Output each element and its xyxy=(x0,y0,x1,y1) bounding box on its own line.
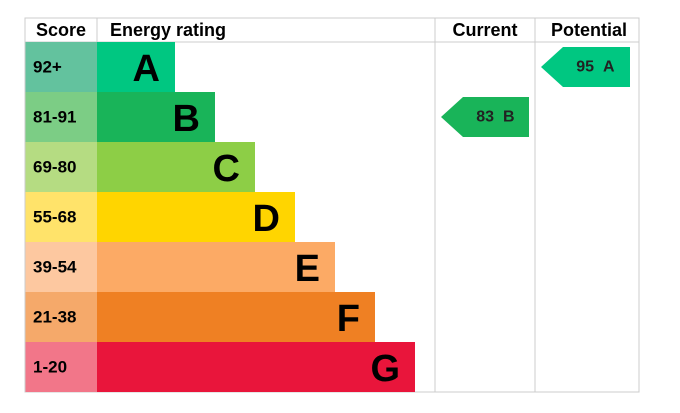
score-cell xyxy=(25,92,97,142)
rating-bar xyxy=(97,142,255,192)
score-cell xyxy=(25,42,97,92)
score-label: 69-80 xyxy=(33,158,76,177)
rating-letter: B xyxy=(173,98,200,140)
rating-bar xyxy=(97,92,215,142)
rating-letter: C xyxy=(213,148,240,190)
score-cell xyxy=(25,292,97,342)
potential-arrow xyxy=(541,47,630,87)
score-cell xyxy=(25,192,97,242)
rating-bar xyxy=(97,292,375,342)
score-label: 92+ xyxy=(33,58,62,77)
header: Potential xyxy=(551,20,627,40)
rating-letter: E xyxy=(295,248,320,290)
score-label: 39-54 xyxy=(33,258,77,277)
score-label: 1-20 xyxy=(33,358,67,377)
rating-bar xyxy=(97,342,415,392)
score-cell xyxy=(25,142,97,192)
header: Energy rating xyxy=(110,20,226,40)
current-value: 83 xyxy=(476,109,494,126)
score-label: 81-91 xyxy=(33,108,76,127)
rating-letter: A xyxy=(133,48,160,90)
score-cell xyxy=(25,242,97,292)
rating-letter: D xyxy=(253,198,280,240)
header: Score xyxy=(36,20,86,40)
rating-letter: F xyxy=(337,298,360,340)
score-cell xyxy=(25,342,97,392)
score-label: 55-68 xyxy=(33,208,76,227)
header: Current xyxy=(452,20,517,40)
rating-bar xyxy=(97,192,295,242)
potential-letter: A xyxy=(603,59,615,76)
score-label: 21-38 xyxy=(33,308,76,327)
rating-bar xyxy=(97,42,175,92)
current-letter: B xyxy=(503,109,515,126)
current-arrow xyxy=(441,97,529,137)
rating-bar xyxy=(97,242,335,292)
potential-value: 95 xyxy=(576,59,594,76)
rating-letter: G xyxy=(370,348,400,390)
